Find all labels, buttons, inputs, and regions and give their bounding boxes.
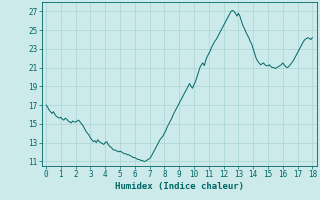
X-axis label: Humidex (Indice chaleur): Humidex (Indice chaleur) — [115, 182, 244, 191]
